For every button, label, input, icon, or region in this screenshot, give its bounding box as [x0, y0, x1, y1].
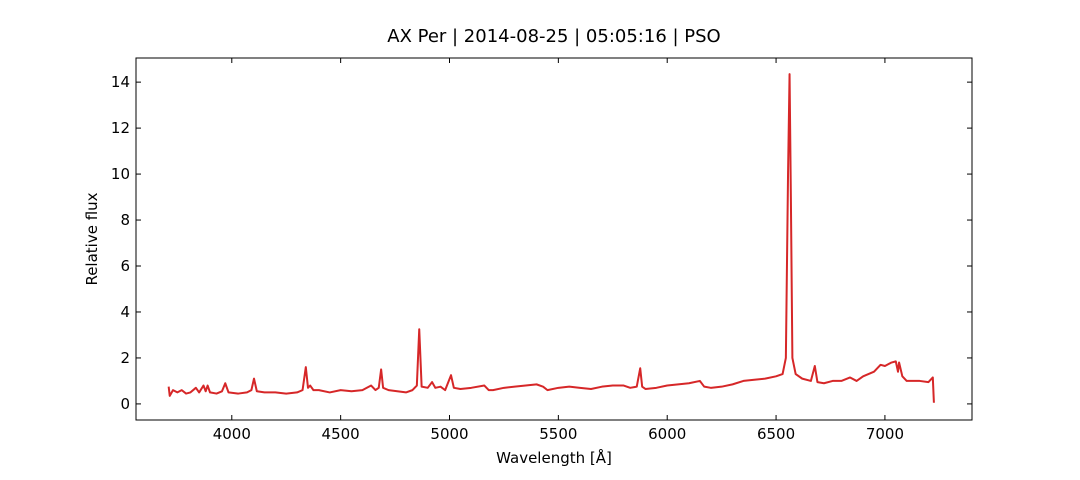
y-tick-label: 12 [111, 119, 130, 137]
x-tick-label: 5000 [430, 425, 468, 443]
plot-frame [135, 57, 973, 421]
x-axis-label: Wavelength [Å] [496, 448, 612, 467]
data-line [167, 73, 935, 403]
y-tick-label: 6 [120, 257, 130, 275]
y-tick-label: 8 [120, 211, 130, 229]
y-tick-label: 10 [111, 165, 130, 183]
x-tick-label: 4500 [322, 425, 360, 443]
y-tick-label: 4 [120, 303, 130, 321]
x-tick-label: 4000 [213, 425, 251, 443]
y-tick-label: 0 [120, 395, 130, 413]
y-tick-label: 14 [111, 73, 130, 91]
x-tick-label: 5500 [539, 425, 577, 443]
x-tick-label: 6500 [757, 425, 795, 443]
y-axis-label: Relative flux [83, 192, 101, 285]
chart-title: AX Per | 2014-08-25 | 05:05:16 | PSO [387, 26, 720, 47]
x-tick-label: 7000 [866, 425, 904, 443]
x-tick-label: 6000 [648, 425, 686, 443]
y-tick-label: 2 [120, 349, 130, 367]
